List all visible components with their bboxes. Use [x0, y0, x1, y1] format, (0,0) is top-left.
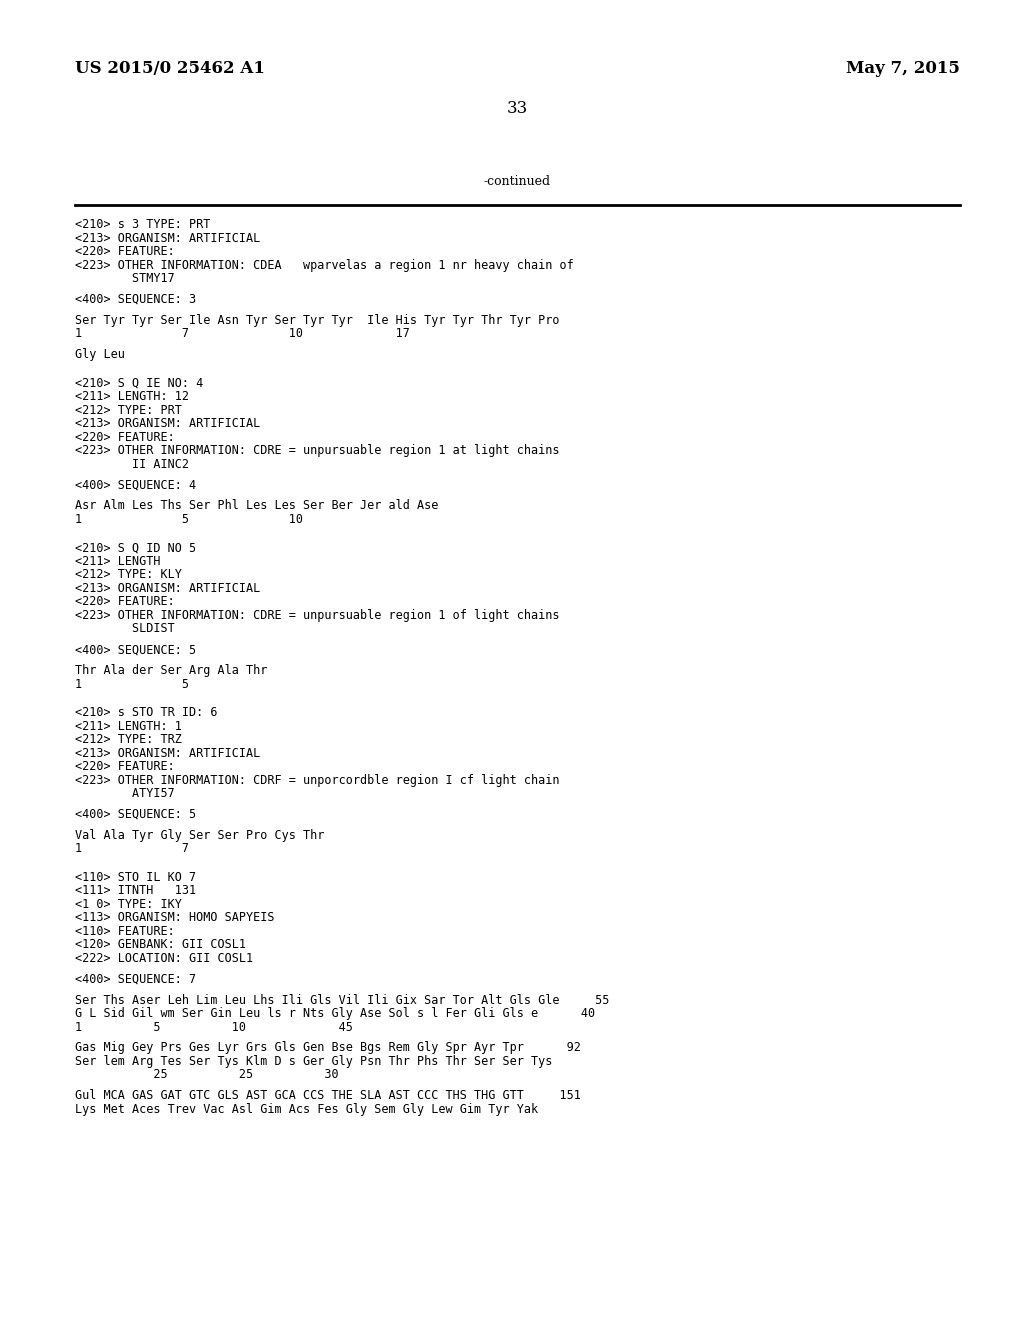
Text: <400> SEQUENCE: 4: <400> SEQUENCE: 4 [75, 479, 196, 491]
Text: <1 0> TYPE: IKY: <1 0> TYPE: IKY [75, 898, 181, 911]
Text: <210> s STO TR ID: 6: <210> s STO TR ID: 6 [75, 706, 217, 719]
Text: STMY17: STMY17 [75, 272, 174, 285]
Text: <113> ORGANISM: HOMO SAPYEIS: <113> ORGANISM: HOMO SAPYEIS [75, 911, 274, 924]
Text: <220> FEATURE:: <220> FEATURE: [75, 595, 174, 609]
Text: Val Ala Tyr Gly Ser Ser Pro Cys Thr: Val Ala Tyr Gly Ser Ser Pro Cys Thr [75, 829, 324, 842]
Text: <213> ORGANISM: ARTIFICIAL: <213> ORGANISM: ARTIFICIAL [75, 417, 260, 430]
Text: <210> S Q IE NO: 4: <210> S Q IE NO: 4 [75, 376, 203, 389]
Text: G L Sid Gil wm Ser Gin Leu ls r Nts Gly Ase Sol s l Fer Gli Gls e      40: G L Sid Gil wm Ser Gin Leu ls r Nts Gly … [75, 1007, 594, 1020]
Text: SLDIST: SLDIST [75, 622, 174, 635]
Text: <223> OTHER INFORMATION: CDRE = unpursuable region 1 of light chains: <223> OTHER INFORMATION: CDRE = unpursua… [75, 609, 559, 622]
Text: May 7, 2015: May 7, 2015 [846, 59, 959, 77]
Text: <223> OTHER INFORMATION: CDEA   wparvelas a region 1 nr heavy chain of: <223> OTHER INFORMATION: CDEA wparvelas … [75, 259, 574, 272]
Text: <120> GENBANK: GII COSL1: <120> GENBANK: GII COSL1 [75, 939, 246, 952]
Text: <210> S Q ID NO 5: <210> S Q ID NO 5 [75, 541, 196, 554]
Text: Ser Tyr Tyr Ser Ile Asn Tyr Ser Tyr Tyr  Ile His Tyr Tyr Thr Tyr Pro: Ser Tyr Tyr Ser Ile Asn Tyr Ser Tyr Tyr … [75, 314, 559, 327]
Text: Ser lem Arg Tes Ser Tys Klm D s Ger Gly Psn Thr Phs Thr Ser Ser Tys: Ser lem Arg Tes Ser Tys Klm D s Ger Gly … [75, 1055, 552, 1068]
Text: Gas Mig Gey Prs Ges Lyr Grs Gls Gen Bse Bgs Rem Gly Spr Ayr Tpr      92: Gas Mig Gey Prs Ges Lyr Grs Gls Gen Bse … [75, 1041, 580, 1055]
Text: Gly Leu: Gly Leu [75, 348, 124, 362]
Text: US 2015/0 25462 A1: US 2015/0 25462 A1 [75, 59, 265, 77]
Text: 25          25          30: 25 25 30 [75, 1068, 338, 1081]
Text: Lys Met Aces Trev Vac Asl Gim Acs Fes Gly Sem Gly Lew Gim Tyr Yak: Lys Met Aces Trev Vac Asl Gim Acs Fes Gl… [75, 1104, 538, 1115]
Text: <210> s 3 TYPE: PRT: <210> s 3 TYPE: PRT [75, 218, 210, 231]
Text: <400> SEQUENCE: 5: <400> SEQUENCE: 5 [75, 808, 196, 821]
Text: <400> SEQUENCE: 5: <400> SEQUENCE: 5 [75, 643, 196, 656]
Text: 1              5              10: 1 5 10 [75, 513, 303, 525]
Text: 33: 33 [506, 100, 528, 117]
Text: 1              7              10             17: 1 7 10 17 [75, 327, 410, 341]
Text: <110> STO IL KO 7: <110> STO IL KO 7 [75, 871, 196, 883]
Text: <220> FEATURE:: <220> FEATURE: [75, 246, 174, 257]
Text: 1              5: 1 5 [75, 677, 189, 690]
Text: <400> SEQUENCE: 7: <400> SEQUENCE: 7 [75, 973, 196, 986]
Text: 1              7: 1 7 [75, 842, 189, 855]
Text: <223> OTHER INFORMATION: CDRE = unpursuable region 1 at light chains: <223> OTHER INFORMATION: CDRE = unpursua… [75, 444, 559, 457]
Text: Asr Alm Les Ths Ser Phl Les Les Ser Ber Jer ald Ase: Asr Alm Les Ths Ser Phl Les Les Ser Ber … [75, 499, 438, 512]
Text: ATYI57: ATYI57 [75, 787, 174, 800]
Text: <220> FEATURE:: <220> FEATURE: [75, 760, 174, 774]
Text: <211> LENGTH: 12: <211> LENGTH: 12 [75, 391, 189, 403]
Text: -continued: -continued [483, 176, 550, 187]
Text: <222> LOCATION: GII COSL1: <222> LOCATION: GII COSL1 [75, 952, 253, 965]
Text: Ser Ths Aser Leh Lim Leu Lhs Ili Gls Vil Ili Gix Sar Tor Alt Gls Gle     55: Ser Ths Aser Leh Lim Leu Lhs Ili Gls Vil… [75, 994, 608, 1007]
Text: <212> TYPE: PRT: <212> TYPE: PRT [75, 404, 181, 417]
Text: <212> TYPE: KLY: <212> TYPE: KLY [75, 569, 181, 581]
Text: 1          5          10             45: 1 5 10 45 [75, 1020, 353, 1034]
Text: <211> LENGTH: 1: <211> LENGTH: 1 [75, 719, 181, 733]
Text: <213> ORGANISM: ARTIFICIAL: <213> ORGANISM: ARTIFICIAL [75, 231, 260, 244]
Text: <400> SEQUENCE: 3: <400> SEQUENCE: 3 [75, 293, 196, 306]
Text: <212> TYPE: TRZ: <212> TYPE: TRZ [75, 733, 181, 746]
Text: <213> ORGANISM: ARTIFICIAL: <213> ORGANISM: ARTIFICIAL [75, 747, 260, 759]
Text: <220> FEATURE:: <220> FEATURE: [75, 430, 174, 444]
Text: <223> OTHER INFORMATION: CDRF = unporcordble region I cf light chain: <223> OTHER INFORMATION: CDRF = unporcor… [75, 774, 559, 787]
Text: <110> FEATURE:: <110> FEATURE: [75, 925, 174, 937]
Text: Thr Ala der Ser Arg Ala Thr: Thr Ala der Ser Arg Ala Thr [75, 664, 267, 677]
Text: <111> ITNTH   131: <111> ITNTH 131 [75, 884, 196, 898]
Text: <211> LENGTH: <211> LENGTH [75, 554, 160, 568]
Text: II AINC2: II AINC2 [75, 458, 189, 471]
Text: <213> ORGANISM: ARTIFICIAL: <213> ORGANISM: ARTIFICIAL [75, 582, 260, 595]
Text: Gul MCA GAS GAT GTC GLS AST GCA CCS THE SLA AST CCC THS THG GTT     151: Gul MCA GAS GAT GTC GLS AST GCA CCS THE … [75, 1089, 580, 1102]
